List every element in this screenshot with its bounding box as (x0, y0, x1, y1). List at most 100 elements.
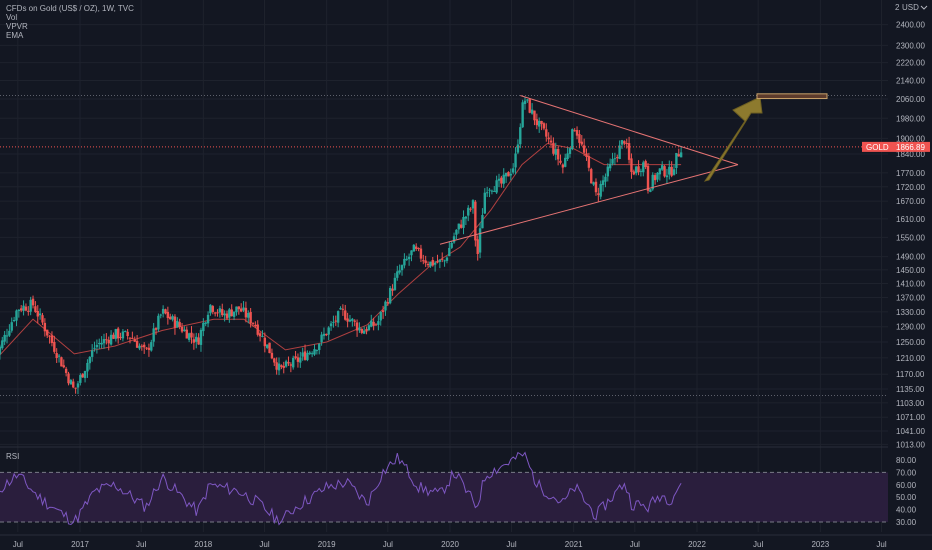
candle-body[interactable] (43, 322, 47, 332)
candle-body[interactable] (280, 365, 283, 367)
candle-body[interactable] (407, 256, 411, 260)
candle-body[interactable] (668, 166, 671, 175)
candle-body[interactable] (474, 201, 477, 241)
candle-body[interactable] (642, 162, 645, 173)
candle-body[interactable] (159, 314, 162, 316)
candle-body[interactable] (261, 335, 264, 337)
candle-body[interactable] (353, 320, 356, 322)
candle-body[interactable] (15, 310, 18, 321)
candle-body[interactable] (346, 318, 349, 322)
candle-body[interactable] (422, 260, 425, 262)
candle-body[interactable] (76, 383, 80, 388)
candle-body[interactable] (372, 321, 375, 326)
candlestick-series[interactable] (0, 96, 683, 395)
candle-body[interactable] (542, 123, 546, 129)
candle-body[interactable] (507, 171, 510, 177)
candle-body[interactable] (299, 357, 302, 363)
candle-body[interactable] (370, 320, 373, 327)
candle-body[interactable] (653, 175, 657, 181)
candle-body[interactable] (344, 310, 347, 320)
candle-body[interactable] (126, 331, 129, 337)
candle-body[interactable] (138, 345, 141, 349)
candle-body[interactable] (116, 328, 120, 339)
upper-trendline[interactable] (520, 94, 739, 166)
price-axis[interactable]: 2 USD 2400.00 2300.00 2220.00 2140.00 2060.00 1… (862, 0, 932, 550)
candle-body[interactable] (665, 175, 669, 178)
candle-body[interactable] (256, 324, 259, 335)
candle-body[interactable] (504, 172, 508, 177)
candle-body[interactable] (377, 321, 380, 325)
candle-body[interactable] (185, 329, 188, 339)
candle-body[interactable] (265, 344, 269, 348)
candle-body[interactable] (282, 365, 285, 368)
candle-body[interactable] (476, 239, 479, 254)
candle-body[interactable] (263, 337, 267, 347)
candle-body[interactable] (230, 309, 233, 317)
candle-body[interactable] (348, 319, 352, 322)
chevron-down-icon[interactable] (920, 5, 928, 10)
candle-body[interactable] (679, 152, 683, 158)
candle-body[interactable] (639, 170, 643, 172)
symbol-title[interactable]: CFDs on Gold (US$ / OZ), 1W, TVC (6, 4, 134, 13)
candle-body[interactable] (287, 362, 290, 364)
candle-body[interactable] (88, 356, 91, 364)
candle-body[interactable] (502, 174, 505, 184)
candle-body[interactable] (0, 346, 2, 355)
candle-body[interactable] (22, 305, 25, 311)
candle-body[interactable] (552, 142, 555, 154)
candle-body[interactable] (315, 350, 319, 352)
candle-body[interactable] (152, 328, 155, 342)
candle-body[interactable] (329, 323, 333, 327)
candle-body[interactable] (415, 246, 418, 249)
candle-body[interactable] (424, 260, 427, 264)
candle-body[interactable] (620, 140, 624, 145)
candle-body[interactable] (161, 308, 165, 314)
candle-body[interactable] (195, 336, 198, 342)
candle-body[interactable] (561, 164, 565, 168)
candle-body[interactable] (634, 166, 638, 174)
candle-body[interactable] (277, 363, 281, 371)
candle-body[interactable] (251, 322, 255, 324)
candle-body[interactable] (365, 329, 368, 332)
candle-body[interactable] (471, 200, 475, 209)
target-box[interactable] (756, 93, 828, 100)
candle-body[interactable] (247, 312, 250, 318)
candle-body[interactable] (379, 311, 382, 321)
candle-body[interactable] (632, 171, 636, 175)
candle-body[interactable] (64, 368, 68, 373)
candle-body[interactable] (398, 270, 401, 273)
candle-body[interactable] (646, 165, 650, 191)
candle-body[interactable] (145, 347, 148, 349)
candle-body[interactable] (358, 327, 361, 331)
candle-body[interactable] (462, 216, 465, 228)
candle-body[interactable] (438, 259, 442, 262)
candle-body[interactable] (306, 353, 309, 361)
target-arrow[interactable] (703, 96, 763, 182)
candle-body[interactable] (582, 145, 586, 153)
candle-body[interactable] (221, 309, 224, 316)
candle-body[interactable] (81, 373, 84, 378)
candle-body[interactable] (109, 334, 113, 345)
candle-body[interactable] (223, 313, 226, 316)
candle-body[interactable] (608, 163, 612, 169)
candle-body[interactable] (112, 334, 115, 339)
candle-body[interactable] (90, 350, 94, 357)
candle-body[interactable] (225, 313, 229, 319)
candle-body[interactable] (24, 306, 28, 311)
candle-body[interactable] (143, 344, 146, 348)
candle-body[interactable] (604, 176, 607, 182)
candle-body[interactable] (157, 315, 160, 330)
candle-body[interactable] (500, 177, 503, 184)
candle-body[interactable] (613, 158, 617, 160)
candle-body[interactable] (459, 224, 463, 228)
candle-body[interactable] (216, 312, 219, 314)
candle-body[interactable] (519, 127, 522, 145)
candle-body[interactable] (651, 174, 654, 190)
candle-body[interactable] (303, 351, 307, 360)
candle-body[interactable] (211, 306, 214, 312)
candle-body[interactable] (433, 262, 437, 265)
candle-body[interactable] (197, 337, 200, 345)
candle-body[interactable] (114, 329, 118, 339)
candle-body[interactable] (403, 258, 406, 266)
candle-body[interactable] (209, 304, 212, 314)
